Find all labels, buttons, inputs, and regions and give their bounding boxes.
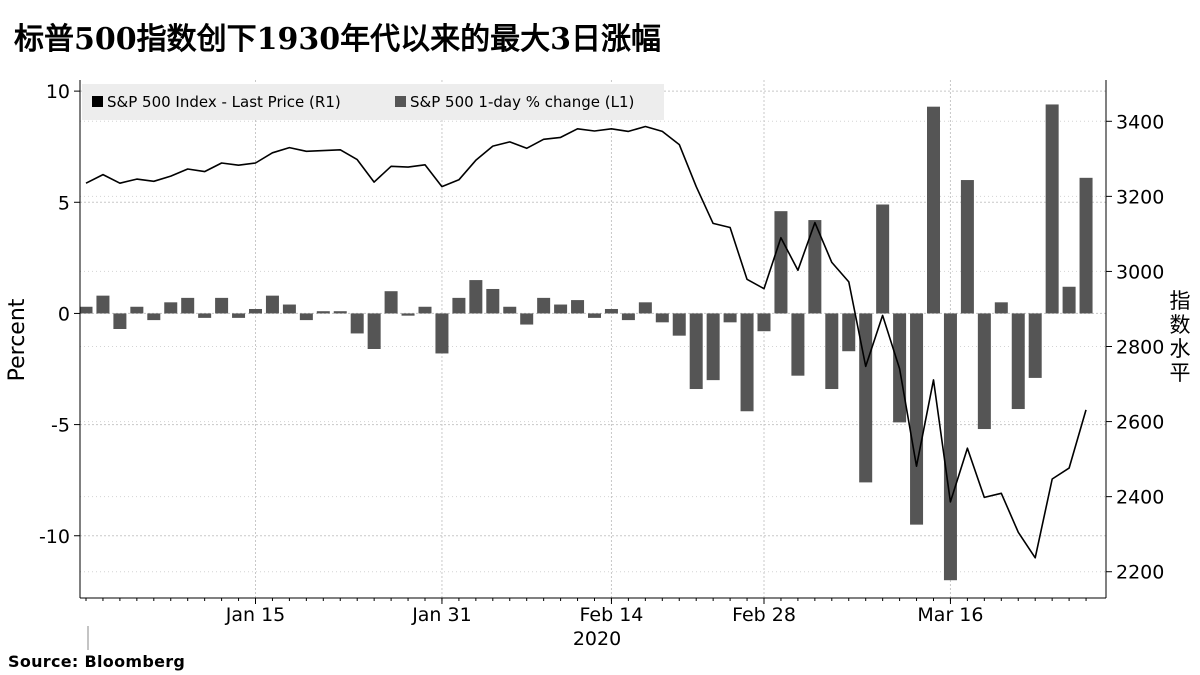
bar <box>791 313 805 376</box>
bar <box>859 313 873 483</box>
legend-label-price: S&P 500 Index - Last Price (R1) <box>107 93 341 111</box>
right-tick-label: 2200 <box>1116 562 1164 584</box>
bar <box>164 302 178 314</box>
bar <box>774 211 788 314</box>
bar <box>740 313 754 412</box>
line-series <box>85 125 1087 559</box>
bar <box>655 313 669 323</box>
right-tick-label: 2600 <box>1116 412 1164 434</box>
right-tick-label: 2800 <box>1116 337 1164 359</box>
bar <box>215 297 229 314</box>
bar <box>706 313 720 381</box>
bar <box>554 304 568 314</box>
bar-series <box>79 104 1093 581</box>
legend-background <box>82 84 664 120</box>
bar <box>672 313 686 336</box>
bar <box>1079 177 1093 314</box>
bar <box>1028 313 1042 378</box>
bar <box>757 313 771 332</box>
legend: S&P 500 Index - Last Price (R1) S&P 500 1… <box>82 84 664 120</box>
right-axis-title-char: 平 <box>1170 361 1191 385</box>
bar <box>808 220 822 314</box>
bar <box>282 304 296 314</box>
bar <box>638 302 652 314</box>
bar <box>621 313 635 321</box>
bar <box>520 313 534 325</box>
right-axis-title-char: 水 <box>1170 337 1191 361</box>
bar <box>469 280 483 314</box>
x-tick-label: Jan 15 <box>225 604 286 626</box>
x-tick-label: Feb 28 <box>732 604 796 626</box>
bar <box>960 180 974 314</box>
bar <box>452 297 466 314</box>
left-tick-label: -10 <box>39 526 70 548</box>
right-tick-label: 2400 <box>1116 487 1164 509</box>
legend-label-change: S&P 500 1-day % change (L1) <box>410 93 634 111</box>
bar <box>435 313 449 354</box>
x-tick-label: Feb 14 <box>580 604 644 626</box>
bar <box>367 313 381 350</box>
right-tick-label: 3400 <box>1116 111 1164 133</box>
left-tick-label: 0 <box>58 303 70 325</box>
bar <box>299 313 313 321</box>
bar <box>232 313 246 318</box>
legend-swatch-change <box>395 96 406 107</box>
right-axis-title-char: 数 <box>1170 313 1191 337</box>
bar <box>723 313 737 323</box>
bar <box>79 306 93 314</box>
bar <box>977 313 991 430</box>
bar <box>825 313 839 390</box>
bar <box>113 313 127 329</box>
bar <box>1045 104 1059 314</box>
bar <box>910 313 924 525</box>
left-tick-label: -5 <box>51 415 70 437</box>
bar <box>147 313 161 321</box>
right-tick-label: 3200 <box>1116 186 1164 208</box>
bar <box>96 295 110 314</box>
bar <box>333 311 347 314</box>
bar <box>604 308 618 314</box>
year-label: 2020 <box>573 628 621 650</box>
bar <box>842 313 856 352</box>
bar <box>927 106 940 314</box>
bar <box>1011 313 1025 410</box>
bar <box>198 313 212 318</box>
right-tick-label: 3000 <box>1116 261 1164 283</box>
bar <box>486 288 500 314</box>
left-tick-label: 5 <box>58 192 70 214</box>
bar <box>994 302 1008 314</box>
price-line <box>85 125 1087 559</box>
bar <box>876 204 890 314</box>
bar <box>943 313 957 581</box>
bar <box>1062 286 1076 314</box>
bar <box>401 313 415 316</box>
bar <box>316 311 330 314</box>
bar <box>130 306 144 314</box>
bar <box>689 313 703 390</box>
bar <box>350 313 364 334</box>
bar <box>537 297 551 314</box>
right-axis-title-char: 指 <box>1170 289 1191 313</box>
chart-title: 标普500指数创下1930年代以来的最大3日涨幅 <box>14 22 661 57</box>
left-tick-label: 10 <box>46 81 70 103</box>
axes: 10 5 0 -5 -10 3400 3200 3000 2800 2600 2400 2200 Jan… <box>5 80 1191 650</box>
bar <box>571 300 585 314</box>
bar <box>265 295 279 314</box>
bar <box>249 308 262 314</box>
x-tick-label: Mar 16 <box>917 604 983 626</box>
x-tick-label: Jan 31 <box>411 604 472 626</box>
bar <box>503 306 517 314</box>
bar <box>588 313 601 318</box>
bar <box>384 291 398 314</box>
legend-swatch-price <box>92 96 103 107</box>
bar <box>418 306 432 314</box>
bar <box>181 297 195 314</box>
left-axis-title: Percent <box>5 298 30 381</box>
source-note: Source: Bloomberg <box>8 652 186 671</box>
